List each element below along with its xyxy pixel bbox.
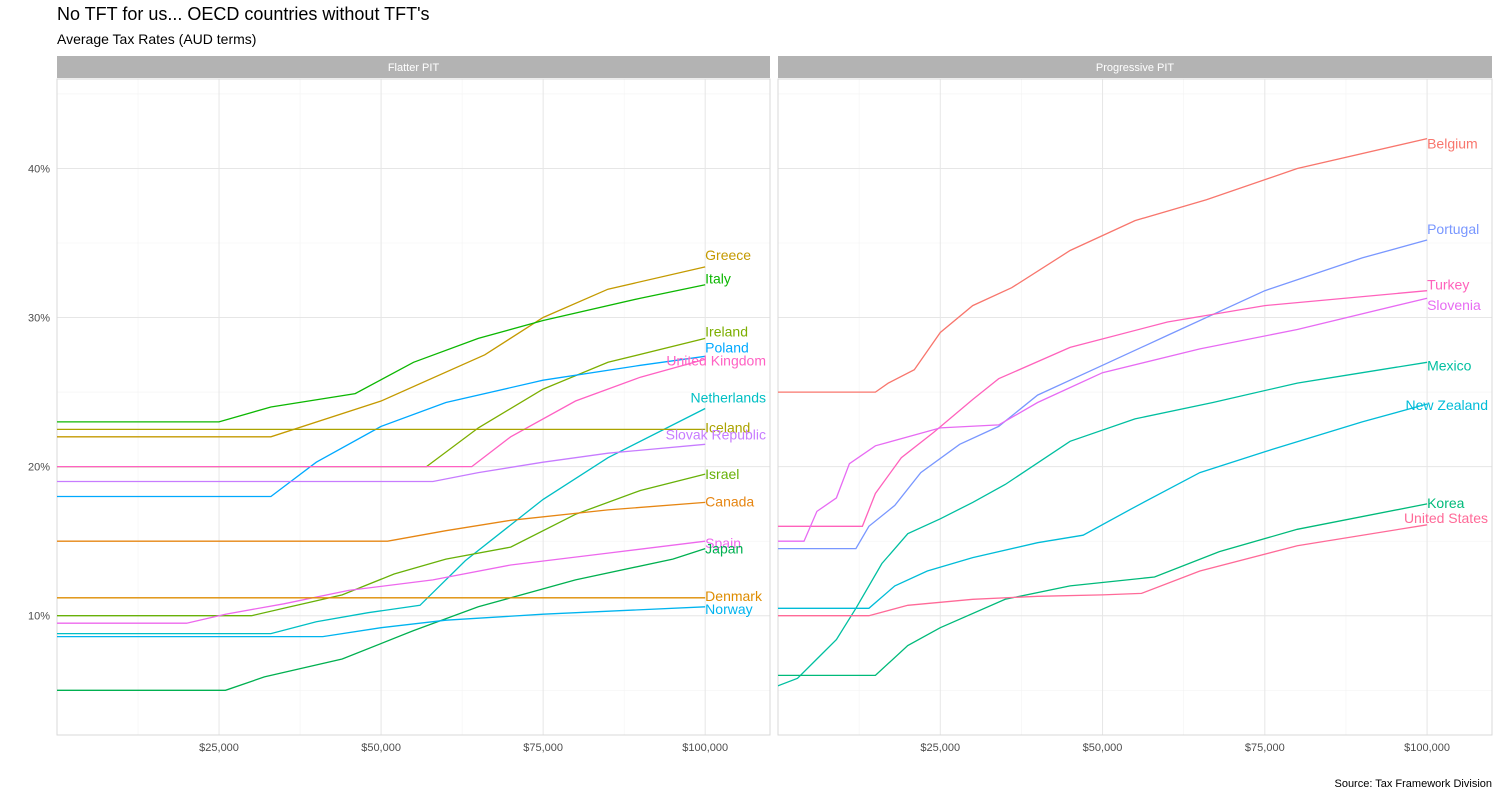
series-lines <box>778 137 1428 687</box>
series-line-united-kingdom <box>57 358 706 468</box>
series-line-portugal <box>778 239 1428 550</box>
series-line-mexico <box>778 361 1428 687</box>
panel-border <box>56 78 771 736</box>
series-line-new-zealand <box>778 403 1428 609</box>
series-label-ireland: Ireland <box>705 323 748 339</box>
x-tick-label: $75,000 <box>1245 742 1285 754</box>
plot-area <box>57 79 770 735</box>
series-line-belgium <box>778 137 1428 393</box>
series-line-netherlands <box>57 407 706 635</box>
x-tick-label: $50,000 <box>1083 742 1123 754</box>
facet-strip <box>57 56 770 78</box>
series-line-slovenia <box>778 297 1428 542</box>
series-line-norway <box>57 606 706 638</box>
facet-panel-progressive-pit: Progressive PIT $25,000 $50,000 $75,000 $100… <box>777 56 1493 754</box>
series-line-spain <box>57 540 706 624</box>
plot-area <box>778 79 1492 735</box>
series-line-korea <box>778 503 1428 677</box>
series-label-spain: Spain <box>705 535 741 551</box>
series-line-united-states <box>778 524 1428 617</box>
series-label-netherlands: Netherlands <box>691 389 767 405</box>
series-label-united-kingdom: United Kingdom <box>666 352 766 368</box>
series-label-slovenia: Slovenia <box>1427 297 1481 313</box>
y-tick-label: 20% <box>28 462 50 474</box>
facet-strip-label: Flatter PIT <box>388 62 440 74</box>
series-line-greece <box>57 266 706 438</box>
series-label-slovak-republic: Slovak Republic <box>666 426 766 442</box>
series-line-turkey <box>778 290 1428 527</box>
x-tick-label: $75,000 <box>523 742 563 754</box>
series-label-mexico: Mexico <box>1427 357 1472 373</box>
series-line-slovak-republic <box>57 443 706 483</box>
y-tick-label: 10% <box>28 611 50 623</box>
series-label-turkey: Turkey <box>1427 277 1469 293</box>
y-tick-label: 40% <box>28 163 50 175</box>
series-label-iceland: Iceland <box>705 419 750 435</box>
series-label-canada: Canada <box>705 493 754 509</box>
series-label-greece: Greece <box>705 247 751 263</box>
facet-strip <box>778 56 1492 78</box>
series-line-israel <box>57 473 706 617</box>
series-label-japan: Japan <box>705 541 743 557</box>
facet-panel-flatter-pit: Flatter PIT $25,000 $50,000 $75,000 $100,000… <box>56 56 771 754</box>
series-lines <box>57 266 706 691</box>
series-line-canada <box>57 501 706 542</box>
series-label-portugal: Portugal <box>1427 221 1479 237</box>
panel-border <box>777 78 1493 736</box>
series-label-norway: Norway <box>705 601 752 617</box>
x-tick-label: $100,000 <box>1404 742 1450 754</box>
series-label-italy: Italy <box>705 271 731 287</box>
series-label-denmark: Denmark <box>705 588 763 604</box>
series-label-belgium: Belgium <box>1427 136 1478 152</box>
chart-subtitle: Average Tax Rates (AUD terms) <box>57 31 257 47</box>
x-tick-label: $25,000 <box>920 742 960 754</box>
series-line-italy <box>57 284 706 423</box>
chart-title: No TFT for us... OECD countries without … <box>57 4 430 24</box>
series-label-israel: Israel <box>705 466 739 482</box>
series-label-united-states: United States <box>1404 510 1488 526</box>
y-tick-label: 30% <box>28 313 50 325</box>
series-label-new-zealand: New Zealand <box>1406 397 1489 413</box>
x-tick-label: $100,000 <box>682 742 728 754</box>
series-line-poland <box>57 355 706 498</box>
series-line-japan <box>57 547 706 691</box>
series-label-korea: Korea <box>1427 495 1465 511</box>
x-tick-label: $25,000 <box>199 742 239 754</box>
series-label-poland: Poland <box>705 339 749 355</box>
x-tick-label: $50,000 <box>361 742 401 754</box>
facet-strip-label: Progressive PIT <box>1096 62 1175 74</box>
chart-caption: Source: Tax Framework Division <box>1334 778 1492 790</box>
